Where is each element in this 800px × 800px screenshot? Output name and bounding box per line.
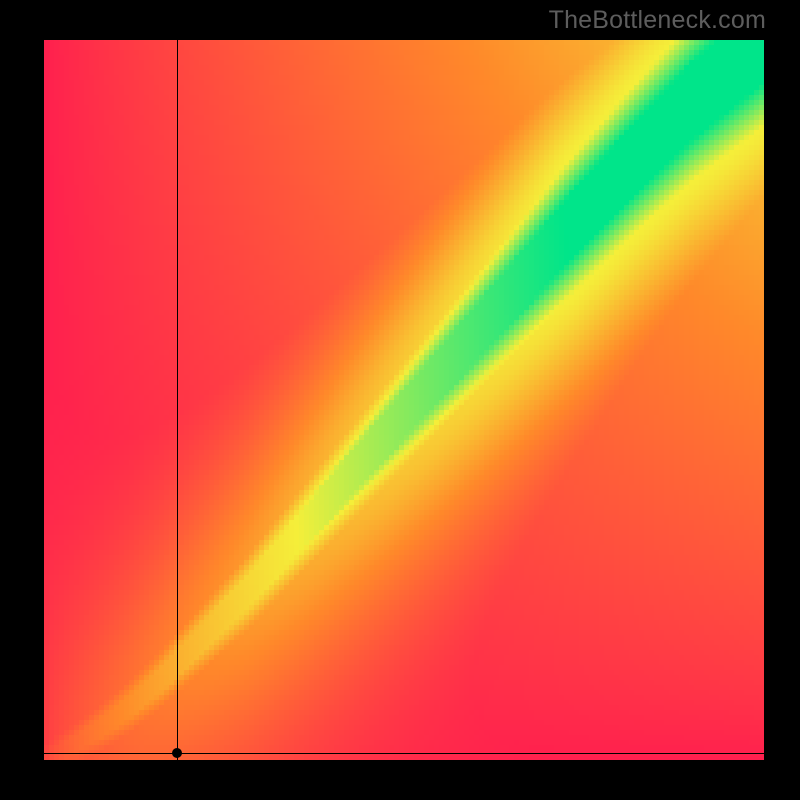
heatmap-canvas [44, 40, 764, 760]
plot-area [44, 40, 764, 760]
crosshair-vertical [177, 40, 178, 760]
crosshair-horizontal [44, 753, 764, 754]
chart-container: TheBottleneck.com [0, 0, 800, 800]
marker-point [172, 748, 182, 758]
watermark-text: TheBottleneck.com [549, 6, 766, 35]
